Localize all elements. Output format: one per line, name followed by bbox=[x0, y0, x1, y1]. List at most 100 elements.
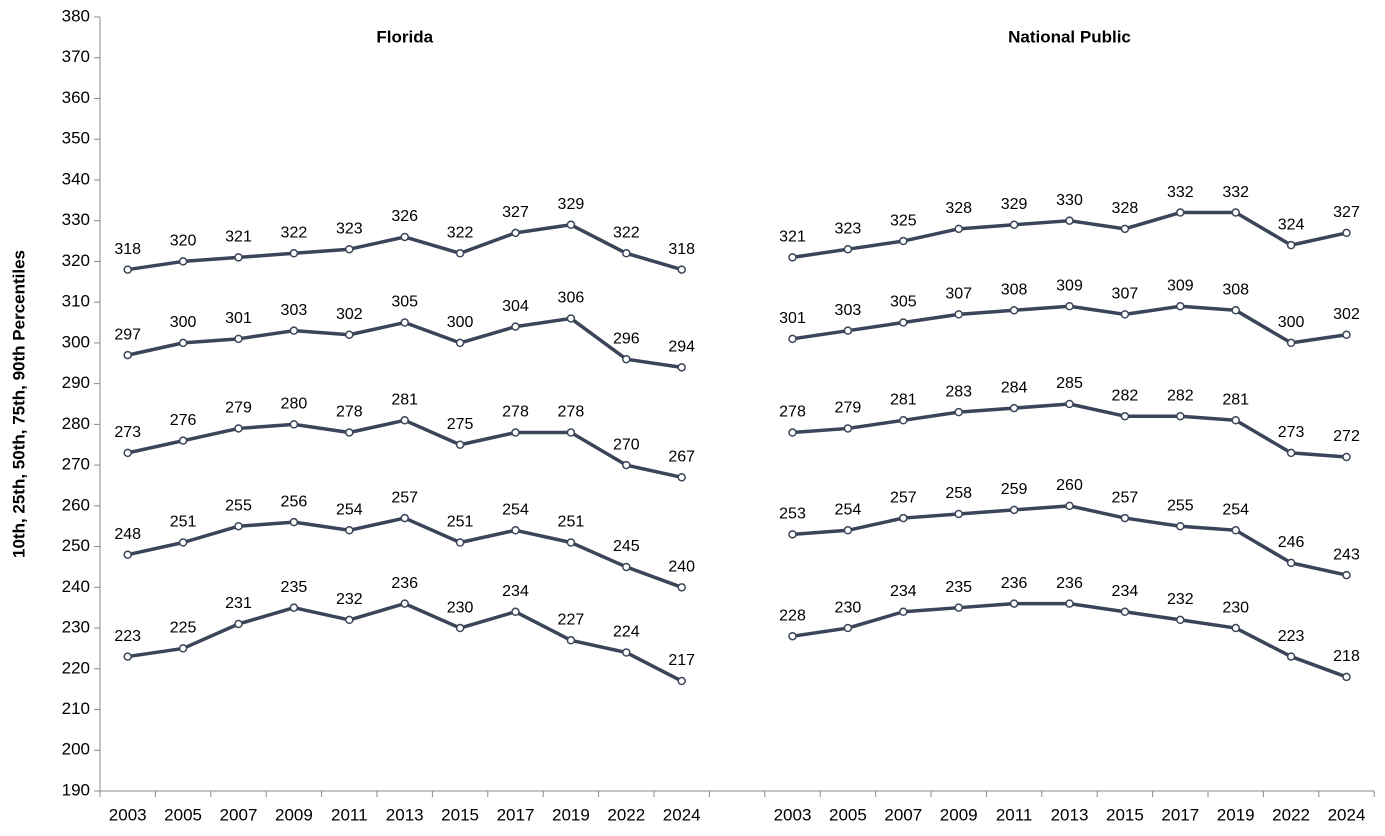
value-label: 308 bbox=[1222, 282, 1249, 299]
value-label: 305 bbox=[890, 294, 917, 311]
point bbox=[622, 648, 631, 657]
value-label: 251 bbox=[447, 514, 474, 531]
y-tick-label: 360 bbox=[62, 88, 90, 107]
y-tick-label: 190 bbox=[62, 780, 90, 799]
point bbox=[899, 236, 908, 246]
value-label: 318 bbox=[668, 241, 695, 258]
point bbox=[954, 224, 963, 234]
point bbox=[345, 428, 354, 437]
value-label: 273 bbox=[1278, 424, 1305, 441]
point bbox=[400, 318, 409, 327]
point bbox=[1120, 607, 1130, 617]
value-label: 254 bbox=[502, 502, 529, 519]
point bbox=[954, 603, 963, 612]
point bbox=[1009, 505, 1019, 515]
y-tick-label: 300 bbox=[62, 332, 90, 351]
point bbox=[289, 249, 299, 258]
x-tick-label: 2005 bbox=[829, 805, 867, 824]
x-tick-label: 2015 bbox=[441, 805, 479, 824]
value-label: 234 bbox=[1112, 583, 1139, 600]
value-label: 267 bbox=[668, 449, 695, 466]
point bbox=[1286, 338, 1296, 348]
point bbox=[178, 257, 188, 266]
value-label: 309 bbox=[1167, 277, 1194, 294]
x-tick-label: 2011 bbox=[331, 805, 368, 824]
value-label: 240 bbox=[668, 559, 695, 576]
point bbox=[677, 363, 686, 372]
x-tick-label: 2011 bbox=[996, 805, 1033, 824]
point bbox=[455, 249, 465, 258]
value-label: 224 bbox=[613, 624, 640, 641]
point bbox=[1065, 399, 1074, 409]
point bbox=[1231, 208, 1240, 217]
value-label: 236 bbox=[391, 575, 418, 592]
point bbox=[677, 265, 686, 274]
x-tick-label: 2007 bbox=[884, 805, 922, 824]
value-label: 296 bbox=[613, 330, 640, 347]
value-label: 329 bbox=[558, 196, 585, 213]
value-label: 225 bbox=[170, 620, 197, 637]
y-tick-label: 380 bbox=[62, 6, 90, 25]
point bbox=[345, 615, 354, 625]
x-tick-label: 2022 bbox=[607, 805, 645, 824]
panel-title: Florida bbox=[376, 27, 433, 46]
value-label: 234 bbox=[890, 583, 917, 600]
point bbox=[566, 220, 576, 230]
point bbox=[511, 607, 520, 617]
point bbox=[1065, 216, 1074, 225]
value-label: 255 bbox=[1167, 497, 1194, 514]
x-tick-label: 2003 bbox=[109, 805, 147, 824]
value-label: 230 bbox=[835, 599, 862, 616]
value-label: 302 bbox=[1333, 306, 1360, 323]
point bbox=[511, 428, 520, 437]
point bbox=[1120, 513, 1130, 523]
line bbox=[127, 601, 683, 683]
value-label: 278 bbox=[779, 404, 806, 421]
y-tick-label: 290 bbox=[62, 373, 90, 392]
value-label: 300 bbox=[447, 314, 474, 331]
point bbox=[123, 652, 132, 661]
point bbox=[677, 676, 686, 686]
point bbox=[345, 526, 354, 535]
y-tick-label: 350 bbox=[62, 129, 90, 148]
value-label: 326 bbox=[391, 208, 418, 225]
point bbox=[566, 428, 576, 437]
value-label: 303 bbox=[281, 302, 308, 319]
value-label: 253 bbox=[779, 506, 806, 523]
value-label: 318 bbox=[114, 241, 141, 258]
point bbox=[1342, 452, 1351, 462]
value-label: 228 bbox=[779, 607, 806, 624]
value-label: 257 bbox=[1112, 489, 1139, 506]
point bbox=[566, 636, 576, 645]
y-tick-label: 310 bbox=[62, 292, 90, 311]
point bbox=[234, 334, 243, 344]
y-tick-label: 320 bbox=[62, 251, 90, 270]
x-tick-label: 2007 bbox=[220, 805, 258, 824]
value-label: 321 bbox=[779, 229, 806, 246]
point bbox=[1176, 615, 1185, 625]
point bbox=[511, 322, 520, 331]
y-tick-label: 270 bbox=[62, 455, 90, 474]
value-label: 257 bbox=[890, 489, 917, 506]
value-label: 322 bbox=[613, 224, 640, 241]
value-label: 251 bbox=[170, 514, 197, 531]
value-label: 232 bbox=[336, 591, 363, 608]
value-label: 260 bbox=[1056, 477, 1083, 494]
value-label: 328 bbox=[1112, 200, 1139, 217]
point bbox=[400, 513, 409, 523]
value-label: 321 bbox=[225, 229, 252, 246]
value-label: 236 bbox=[1001, 575, 1028, 592]
line bbox=[792, 402, 1347, 459]
value-label: 230 bbox=[1222, 599, 1249, 616]
x-tick-label: 2003 bbox=[774, 805, 812, 824]
point bbox=[289, 420, 299, 429]
point bbox=[1231, 306, 1240, 315]
value-label: 254 bbox=[1222, 502, 1249, 519]
value-label: 279 bbox=[225, 400, 252, 417]
point bbox=[234, 521, 243, 531]
value-label: 232 bbox=[1167, 591, 1194, 608]
point bbox=[289, 326, 299, 335]
x-tick-label: 2017 bbox=[497, 805, 535, 824]
value-label: 305 bbox=[391, 294, 418, 311]
value-label: 322 bbox=[447, 224, 474, 241]
